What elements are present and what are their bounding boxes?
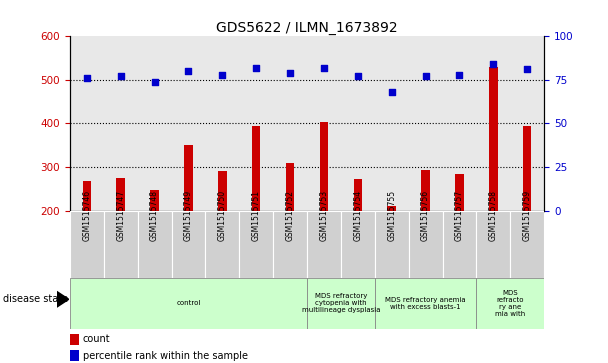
Point bbox=[285, 70, 295, 76]
Point bbox=[488, 61, 498, 67]
Title: GDS5622 / ILMN_1673892: GDS5622 / ILMN_1673892 bbox=[216, 21, 398, 35]
Bar bbox=[320, 122, 328, 211]
Bar bbox=[137, 211, 171, 278]
Bar bbox=[307, 211, 341, 278]
Bar bbox=[273, 211, 307, 278]
Text: GSM1515759: GSM1515759 bbox=[523, 189, 532, 241]
Bar bbox=[477, 211, 510, 278]
Bar bbox=[421, 170, 430, 211]
Point bbox=[522, 66, 532, 72]
Text: GSM1515758: GSM1515758 bbox=[489, 190, 498, 241]
Bar bbox=[117, 178, 125, 211]
Text: GSM1515747: GSM1515747 bbox=[116, 189, 125, 241]
Polygon shape bbox=[57, 291, 69, 307]
Point bbox=[421, 73, 430, 79]
Text: GSM1515755: GSM1515755 bbox=[387, 189, 396, 241]
Bar bbox=[70, 334, 79, 345]
Bar bbox=[523, 126, 531, 211]
Point bbox=[387, 89, 396, 95]
Bar bbox=[375, 278, 477, 329]
Point bbox=[251, 65, 261, 70]
Text: MDS refractory anemia
with excess blasts-1: MDS refractory anemia with excess blasts… bbox=[385, 297, 466, 310]
Point bbox=[218, 72, 227, 78]
Bar bbox=[455, 174, 464, 211]
Text: GSM1515751: GSM1515751 bbox=[252, 190, 261, 241]
Text: GSM1515748: GSM1515748 bbox=[150, 190, 159, 241]
Bar bbox=[104, 211, 137, 278]
Bar bbox=[150, 189, 159, 211]
Bar bbox=[252, 126, 260, 211]
Bar bbox=[489, 67, 497, 211]
Bar bbox=[218, 171, 227, 211]
Point bbox=[353, 73, 363, 79]
Bar bbox=[387, 206, 396, 211]
Text: GSM1515749: GSM1515749 bbox=[184, 189, 193, 241]
Bar bbox=[354, 179, 362, 211]
Point bbox=[82, 75, 92, 81]
Bar bbox=[171, 211, 206, 278]
Point bbox=[150, 79, 159, 85]
Bar bbox=[240, 211, 273, 278]
Point bbox=[455, 72, 465, 78]
Bar bbox=[206, 211, 240, 278]
Bar bbox=[341, 211, 375, 278]
Bar bbox=[70, 211, 104, 278]
Bar bbox=[443, 211, 477, 278]
Point bbox=[116, 73, 126, 79]
Text: GSM1515754: GSM1515754 bbox=[353, 189, 362, 241]
Text: disease state: disease state bbox=[3, 294, 68, 305]
Text: GSM1515746: GSM1515746 bbox=[82, 189, 91, 241]
Bar bbox=[409, 211, 443, 278]
Text: GSM1515757: GSM1515757 bbox=[455, 189, 464, 241]
Bar bbox=[286, 163, 294, 211]
Bar bbox=[477, 278, 544, 329]
Bar bbox=[510, 211, 544, 278]
Bar bbox=[184, 145, 193, 211]
Text: GSM1515756: GSM1515756 bbox=[421, 189, 430, 241]
Text: percentile rank within the sample: percentile rank within the sample bbox=[83, 351, 247, 361]
Text: MDS
refracto
ry ane
mia with: MDS refracto ry ane mia with bbox=[495, 290, 525, 317]
Text: control: control bbox=[176, 300, 201, 306]
Bar bbox=[375, 211, 409, 278]
Bar bbox=[83, 181, 91, 211]
Text: GSM1515750: GSM1515750 bbox=[218, 189, 227, 241]
Bar bbox=[70, 278, 307, 329]
Point bbox=[184, 68, 193, 74]
Bar bbox=[70, 350, 79, 362]
Bar bbox=[307, 278, 375, 329]
Text: GSM1515753: GSM1515753 bbox=[319, 189, 328, 241]
Text: MDS refractory
cytopenia with
multilineage dysplasia: MDS refractory cytopenia with multilinea… bbox=[302, 293, 380, 313]
Text: GSM1515752: GSM1515752 bbox=[286, 190, 295, 241]
Point bbox=[319, 65, 329, 70]
Text: count: count bbox=[83, 334, 110, 344]
